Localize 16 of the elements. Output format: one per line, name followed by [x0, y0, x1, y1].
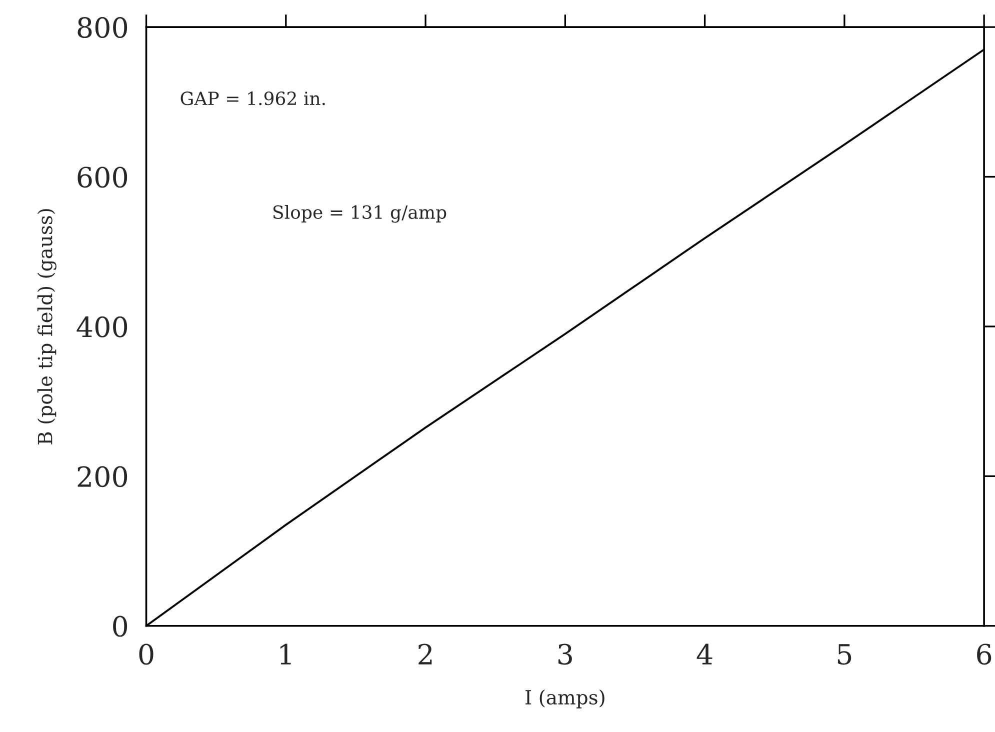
y-tick-label: 200 — [78, 466, 128, 488]
x-tick-label: 2 — [418, 644, 432, 664]
y-tick-label: 600 — [78, 166, 128, 188]
y-tick-label: 0 — [113, 616, 128, 637]
x-tick-label: 4 — [696, 644, 712, 664]
x-tick-label: 0 — [139, 644, 154, 665]
x-tick-label: 3 — [558, 644, 572, 665]
y-tick-label: 800 — [78, 17, 128, 38]
x-tick-label: 5 — [838, 644, 852, 665]
annotation: GAP = 1.962 in. — [180, 92, 325, 106]
annotation: Slope = 131 g/amp — [273, 204, 446, 223]
y-axis-title: B (pole tip field) (gauss) — [37, 209, 56, 444]
y-tick-label: 400 — [76, 316, 128, 338]
x-tick-label: 1 — [280, 644, 291, 664]
x-tick-label: 6 — [977, 644, 992, 665]
x-axis-title: I (amps) — [525, 690, 604, 708]
